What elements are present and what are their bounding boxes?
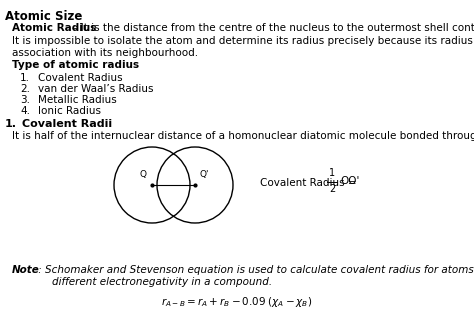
Text: 2: 2 <box>329 184 335 194</box>
Text: $r_{A-B} = r_A + r_B - 0.09\;(\chi_A - \chi_B)$: $r_{A-B} = r_A + r_B - 0.09\;(\chi_A - \… <box>161 295 313 309</box>
Text: 4.: 4. <box>20 106 30 116</box>
Text: Covalent Radii: Covalent Radii <box>22 119 112 129</box>
Text: 2.: 2. <box>20 84 30 94</box>
Text: Type of atomic radius: Type of atomic radius <box>12 60 139 70</box>
Text: 3.: 3. <box>20 95 30 105</box>
Text: – It is the distance from the centre of the nucleus to the outermost shell conta: – It is the distance from the centre of … <box>69 23 474 33</box>
Text: 1: 1 <box>329 168 335 178</box>
Text: Atomic Size: Atomic Size <box>5 10 82 23</box>
Text: different electronegativity in a compound.: different electronegativity in a compoun… <box>52 277 272 287</box>
Text: 1.: 1. <box>5 119 17 129</box>
Text: 1.: 1. <box>20 73 30 83</box>
Circle shape <box>114 147 190 223</box>
Text: Covalent Radius: Covalent Radius <box>38 73 123 83</box>
Text: Metallic Radius: Metallic Radius <box>38 95 117 105</box>
Text: Ionic Radius: Ionic Radius <box>38 106 101 116</box>
Text: Covalent Radius =: Covalent Radius = <box>260 178 360 188</box>
Text: : Schomaker and Stevenson equation is used to calculate covalent radius for atom: : Schomaker and Stevenson equation is us… <box>35 265 474 275</box>
Text: Atomic Radius: Atomic Radius <box>12 23 96 33</box>
Text: OO': OO' <box>340 176 359 186</box>
Text: Q: Q <box>140 170 147 179</box>
Text: association with its neighbourhood.: association with its neighbourhood. <box>12 48 198 58</box>
Circle shape <box>157 147 233 223</box>
Text: Note: Note <box>12 265 40 275</box>
Text: Q': Q' <box>200 170 210 179</box>
Text: It is impossible to isolate the atom and determine its radius precisely because : It is impossible to isolate the atom and… <box>12 36 474 46</box>
Text: It is half of the internuclear distance of a homonuclear diatomic molecule bonde: It is half of the internuclear distance … <box>12 131 474 141</box>
Text: van der Waal’s Radius: van der Waal’s Radius <box>38 84 154 94</box>
